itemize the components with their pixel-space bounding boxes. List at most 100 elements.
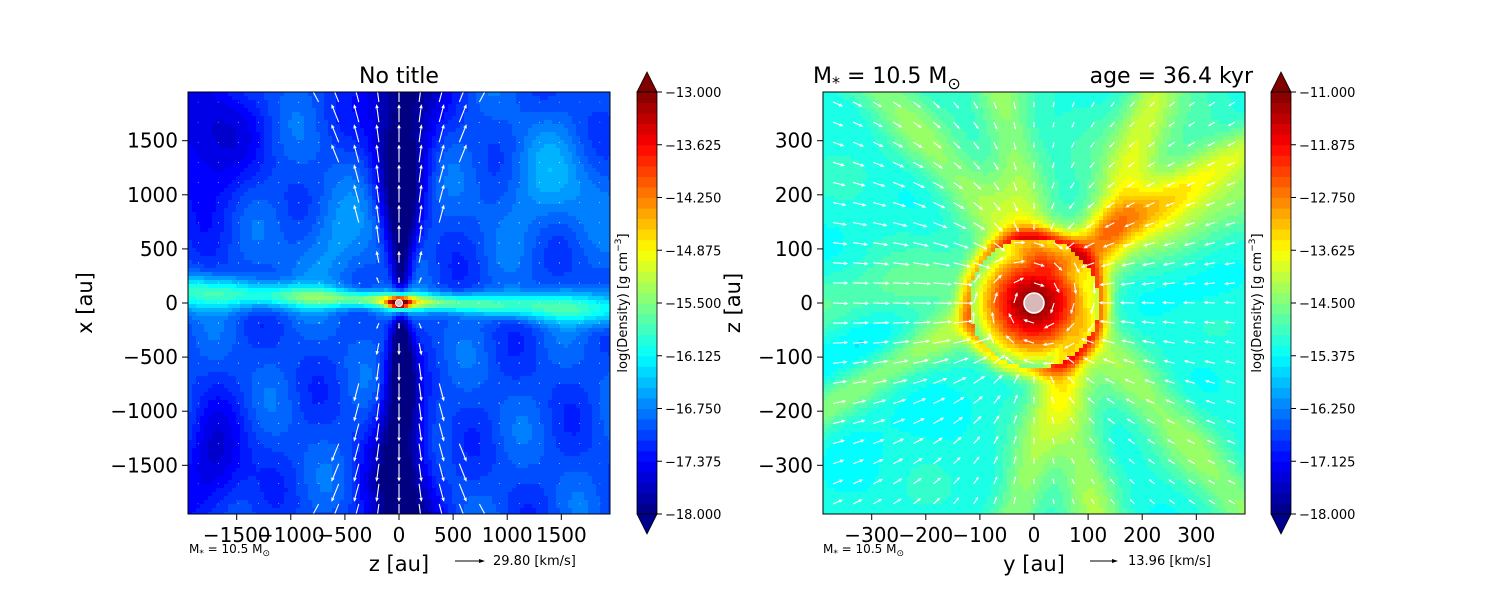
density-cell [428,136,433,141]
density-cell [288,188,293,193]
density-cell [236,104,241,109]
density-cell [256,136,261,141]
density-cell [608,272,610,277]
density-cell [592,140,597,145]
density-cell [384,268,389,273]
density-cell [516,156,521,161]
density-cell [264,144,269,149]
density-cell [388,92,393,97]
density-cell [520,112,525,117]
density-cell [216,164,221,169]
density-cell [540,228,545,233]
density-cell [272,136,277,141]
density-cell [292,160,297,165]
density-cell [500,192,505,197]
density-cell [372,156,377,161]
density-cell [512,264,517,269]
density-cell [436,220,441,225]
density-cell [584,260,589,265]
density-cell [452,180,457,185]
density-cell [540,252,545,257]
density-cell [300,168,305,173]
density-cell [588,276,593,281]
density-cell [588,140,593,145]
density-cell [268,108,273,113]
density-cell [388,260,393,265]
density-cell [296,244,301,249]
density-cell [580,108,585,113]
density-cell [244,204,249,209]
density-cell [296,128,301,133]
density-cell [244,108,249,113]
density-cell [560,100,565,105]
density-cell [536,272,541,277]
density-cell [304,168,309,173]
density-cell [460,244,465,249]
density-cell [292,136,297,141]
density-cell [368,260,373,265]
density-cell [188,148,193,153]
density-cell [204,228,209,233]
density-cell [372,116,377,121]
density-cell [548,276,553,281]
density-cell [380,224,385,229]
density-cell [556,256,561,261]
density-cell [248,92,253,97]
density-cell [384,260,389,265]
density-cell [192,136,197,141]
density-cell [296,112,301,117]
density-cell [204,256,209,261]
density-cell [548,196,553,201]
density-cell [412,264,417,269]
density-cell [592,212,597,217]
density-cell [452,220,457,225]
density-cell [464,224,469,229]
density-cell [428,184,433,189]
density-cell [392,188,397,193]
density-cell [516,200,521,205]
density-cell [284,168,289,173]
density-cell [448,200,453,205]
density-cell [456,132,461,137]
density-cell [216,212,221,217]
density-cell [228,192,233,197]
density-cell [356,260,361,265]
density-cell [492,268,497,273]
density-cell [220,196,225,201]
density-cell [212,240,217,245]
density-cell [284,264,289,269]
density-cell [252,260,257,265]
density-cell [212,172,217,177]
density-cell [512,140,517,145]
density-cell [272,152,277,157]
density-cell [208,248,213,253]
density-cell [372,108,377,113]
density-cell [196,264,201,269]
density-cell [400,140,405,145]
density-cell [516,148,521,153]
density-cell [552,92,557,97]
density-cell [212,104,217,109]
density-cell [356,268,361,273]
density-cell [464,152,469,157]
density-cell [372,176,377,181]
density-cell [320,240,325,245]
density-cell [344,160,349,165]
density-cell [284,156,289,161]
density-cell [232,164,237,169]
density-cell [420,188,425,193]
density-cell [196,112,201,117]
density-cell [364,188,369,193]
density-cell [444,152,449,157]
density-cell [392,148,397,153]
density-cell [520,184,525,189]
density-cell [408,196,413,201]
density-cell [456,268,461,273]
density-cell [392,272,397,277]
density-cell [360,240,365,245]
density-cell [460,200,465,205]
density-cell [216,136,221,141]
density-cell [224,164,229,169]
density-cell [472,168,477,173]
density-cell [300,200,305,205]
